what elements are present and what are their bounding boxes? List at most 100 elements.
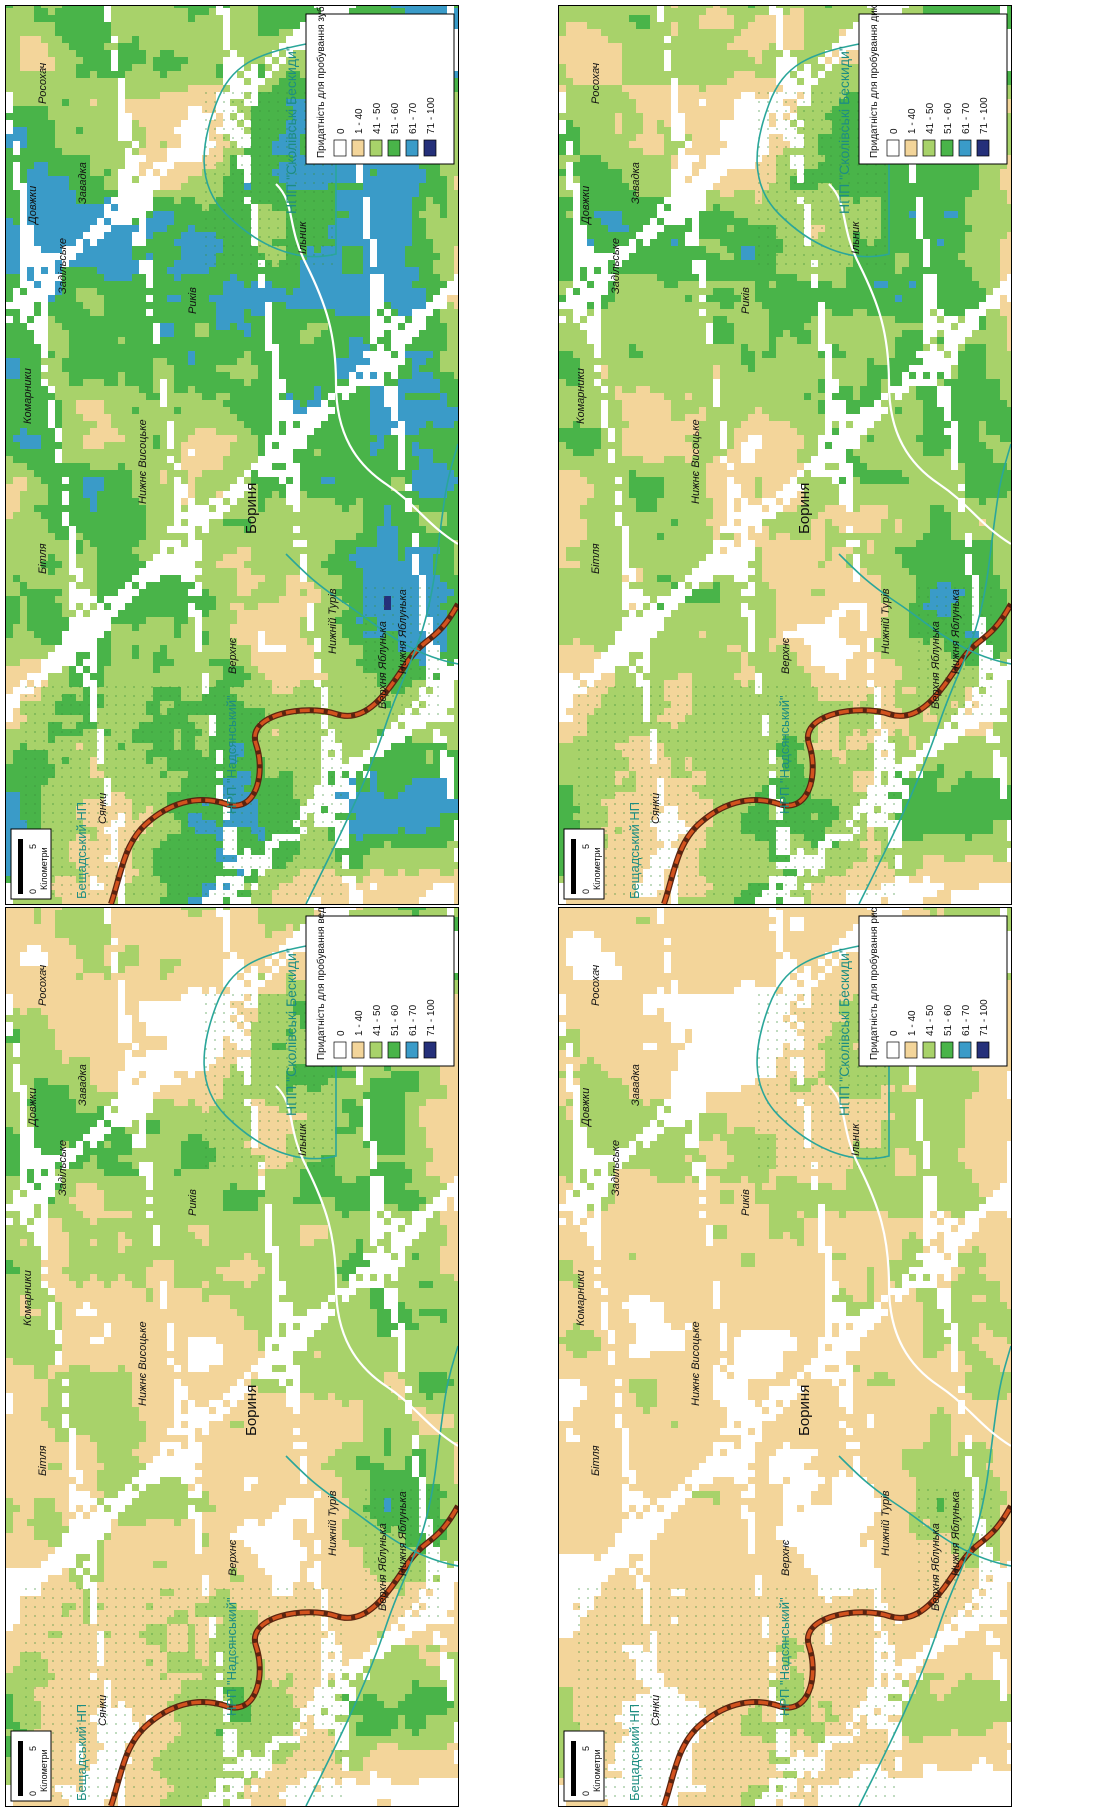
suitability-raster	[6, 6, 458, 904]
legend: Придатність для пробування дикого кота 0 1…	[858, 6, 1008, 165]
protected-area-dots	[25, 92, 439, 895]
map-panel-bison: Верхня Яблунька Нижня Яблунька Нижній Турі…	[5, 5, 459, 905]
npp-boundary-west	[858, 443, 1011, 904]
river	[828, 1085, 1011, 1447]
legend-label: 51 - 60	[390, 1004, 401, 1036]
label-npp-skole: НПП "Сколівські Бескиди"	[283, 948, 299, 1116]
label-nrp-nadsianskyi: НРП "Надсянський"	[777, 695, 792, 814]
state-border	[109, 1505, 458, 1806]
legend-box	[858, 13, 1008, 165]
legend-swatch	[369, 139, 383, 157]
suitability-raster	[559, 908, 1011, 1806]
label-sianky: Сянки	[650, 1695, 662, 1726]
legend-title: Придатність для пробування зубра	[315, 6, 327, 158]
legend-swatch	[922, 1041, 936, 1059]
legend-swatch	[405, 1041, 419, 1059]
label-rykiv: Риків	[740, 1189, 752, 1216]
label-bieszczady: Бещадський НП	[627, 1704, 642, 1801]
label-nyzhnia-yablunka: Нижня Яблунька	[397, 1491, 409, 1576]
river	[275, 1085, 458, 1447]
legend-swatch	[940, 139, 954, 157]
state-border	[662, 1505, 1011, 1806]
label-nyzhnie-vysotske: Нижнє Висоцьке	[690, 419, 702, 504]
protected-area-dots	[25, 994, 439, 1797]
scale-bar-line	[18, 1741, 23, 1796]
nrp-boundary	[838, 1455, 1011, 1567]
npp-boundary-west	[858, 1345, 1011, 1806]
label-zavadka: Завадка	[630, 162, 642, 204]
scale-unit: Кілометри	[592, 1749, 602, 1792]
legend-swatch	[387, 1041, 401, 1059]
label-komarnyky: Комарники	[22, 368, 34, 424]
label-nrp-nadsianskyi: НРП "Надсянський"	[777, 1597, 792, 1716]
legend-swatch	[976, 139, 990, 157]
label-rosokhach: Росохач	[590, 965, 602, 1006]
state-border	[109, 603, 458, 904]
nrp-boundary	[285, 553, 458, 665]
label-zadilske: Задільське	[610, 1140, 622, 1196]
legend: Придатність для пробування ведмедя 0 1 - 4…	[305, 908, 455, 1067]
legend-swatch	[423, 139, 437, 157]
label-zadilske: Задільське	[57, 1140, 69, 1196]
map-panel-lynx: Верхня Яблунька Нижня Яблунька Нижній Турі…	[558, 907, 1012, 1807]
legend-label: 1 - 40	[907, 108, 918, 134]
label-nyzhnii-turiv: Нижній Турів	[880, 1490, 892, 1556]
label-borynia: Бориня	[796, 1385, 813, 1436]
suitability-raster	[559, 6, 1011, 904]
legend-swatch	[904, 139, 918, 157]
label-nyzhnie-vysotske: Нижнє Висоцьке	[137, 419, 149, 504]
label-bitlia: Бітля	[590, 543, 602, 574]
label-dovzhky: Довжки	[27, 186, 39, 226]
scale-end: 5	[28, 1746, 38, 1751]
legend-swatch	[333, 139, 347, 157]
legend-label: 0	[336, 1030, 347, 1036]
label-rykiv: Риків	[187, 287, 199, 314]
legend-label: 41 - 50	[372, 102, 383, 134]
map-panel-wildcat: Верхня Яблунька Нижня Яблунька Нижній Турі…	[558, 5, 1012, 905]
label-zadilske: Задільське	[610, 238, 622, 294]
legend-title: Придатність для пробування ведмедя	[315, 908, 327, 1060]
scale-bar-line	[571, 1741, 576, 1796]
legend-label: 71 - 100	[426, 999, 437, 1036]
legend-swatch	[958, 139, 972, 157]
label-dovzhky: Довжки	[580, 186, 592, 226]
legend-swatch	[940, 1041, 954, 1059]
scale-unit: Кілометри	[39, 1749, 49, 1792]
label-verkhne: Верхнє	[227, 1539, 239, 1576]
map-bison: Верхня Яблунька Нижня Яблунька Нижній Турі…	[6, 6, 458, 904]
scale-unit: Кілометри	[39, 847, 49, 890]
scale-end: 5	[581, 1746, 591, 1751]
label-nyzhnie-vysotske: Нижнє Висоцьке	[137, 1321, 149, 1406]
legend-swatch	[405, 139, 419, 157]
label-zavadka: Завадка	[630, 1064, 642, 1106]
legend-label: 0	[336, 128, 347, 134]
nrp-boundary	[285, 1455, 458, 1567]
label-sianky: Сянки	[97, 1695, 109, 1726]
legend-swatch	[333, 1041, 347, 1059]
legend-label: 61 - 70	[408, 1004, 419, 1036]
label-verkhnia-yablunka: Верхня Яблунька	[377, 621, 389, 709]
map-lynx: Верхня Яблунька Нижня Яблунька Нижній Турі…	[559, 908, 1011, 1806]
legend-swatch	[369, 1041, 383, 1059]
label-borynia: Бориня	[243, 483, 260, 534]
scale-unit: Кілометри	[592, 847, 602, 890]
npp-boundary-west	[305, 1345, 458, 1806]
legend-swatch	[351, 1041, 365, 1059]
label-verkhne: Верхнє	[780, 1539, 792, 1576]
legend-swatch	[904, 1041, 918, 1059]
legend-label: 61 - 70	[961, 1004, 972, 1036]
legend-swatch	[423, 1041, 437, 1059]
legend-title: Придатність для пробування дикого кота	[868, 6, 880, 158]
legend-label: 1 - 40	[354, 108, 365, 134]
river	[828, 183, 1011, 545]
scale-start: 0	[581, 1791, 591, 1796]
label-zavadka: Завадка	[77, 162, 89, 204]
map-bear: Верхня Яблунька Нижня Яблунька Нижній Турі…	[6, 908, 458, 1806]
label-nyzhnii-turiv: Нижній Турів	[880, 588, 892, 654]
label-dovzhky: Довжки	[27, 1088, 39, 1128]
legend-label: 41 - 50	[925, 1004, 936, 1036]
scale-bar-line	[18, 839, 23, 894]
label-verkhnia-yablunka: Верхня Яблунька	[930, 621, 942, 709]
